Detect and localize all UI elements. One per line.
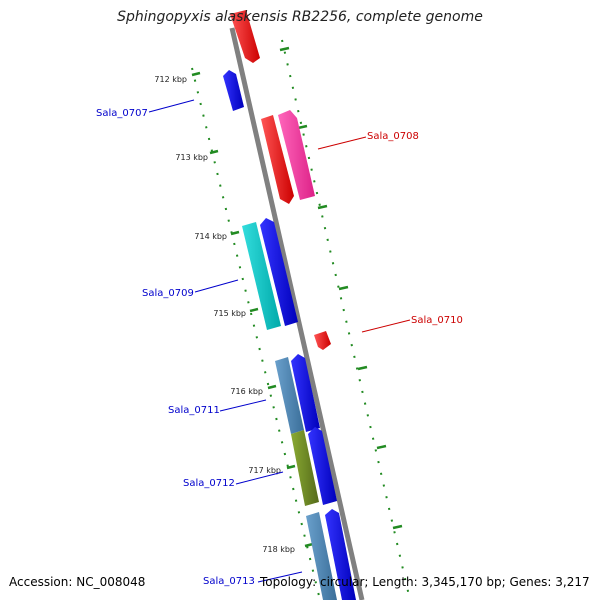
label-sala-0713[interactable]: Sala_0713 bbox=[203, 576, 255, 587]
genome-title: Sphingopyxis alaskensis RB2256, complete… bbox=[117, 9, 483, 25]
connector-sala-0708 bbox=[317, 136, 367, 150]
label-sala-0712[interactable]: Sala_0712 bbox=[183, 478, 235, 489]
connector-sala-0710 bbox=[361, 319, 411, 333]
connector-sala-0709 bbox=[194, 279, 239, 293]
gene-arrow-red-0708[interactable] bbox=[261, 115, 294, 204]
label-sala-0707[interactable]: Sala_0707 bbox=[96, 108, 148, 119]
tick-labels: 712 kbp 713 kbp 714 kbp 715 kbp 716 kbp … bbox=[154, 75, 295, 554]
label-sala-0709[interactable]: Sala_0709 bbox=[142, 288, 194, 299]
gene-arrow-sala-0708[interactable] bbox=[278, 110, 315, 200]
gene-arrow-sala-0707[interactable] bbox=[223, 70, 244, 111]
major-ticks bbox=[191, 71, 314, 548]
gene-arrow-sala-0709[interactable] bbox=[242, 222, 281, 330]
tick-label-714: 714 kbp bbox=[194, 232, 227, 241]
gene-arrow-sala-0713[interactable] bbox=[306, 512, 337, 600]
accession-text: Accession: NC_008048 bbox=[9, 575, 146, 589]
label-sala-0708[interactable]: Sala_0708 bbox=[367, 131, 419, 142]
gene-labels: Sala_0707 Sala_0708 Sala_0709 Sala_0710 … bbox=[96, 108, 463, 587]
gene-arrow-red-top[interactable] bbox=[230, 10, 260, 63]
tick-label-718: 718 kbp bbox=[262, 545, 295, 554]
connector-sala-0712 bbox=[235, 471, 284, 485]
outer-tick-ring bbox=[281, 39, 411, 601]
label-connectors bbox=[148, 99, 411, 583]
gene-arrow-sala-0712[interactable] bbox=[291, 430, 319, 506]
tick-label-717: 717 kbp bbox=[248, 466, 281, 475]
tick-label-713: 713 kbp bbox=[175, 153, 208, 162]
connector-sala-0711 bbox=[219, 399, 267, 412]
tick-label-712: 712 kbp bbox=[154, 75, 187, 84]
tick-label-716: 716 kbp bbox=[230, 387, 263, 396]
gene-arrow-sala-0710[interactable] bbox=[314, 331, 331, 350]
gene-arrow-sala-0711[interactable] bbox=[275, 357, 304, 434]
label-sala-0711[interactable]: Sala_0711 bbox=[168, 405, 220, 416]
gene-features bbox=[223, 10, 356, 600]
outer-major-ticks bbox=[279, 46, 403, 530]
label-sala-0710[interactable]: Sala_0710 bbox=[411, 315, 463, 326]
gene-arrow-blue-0711[interactable] bbox=[291, 354, 320, 432]
connector-sala-0713 bbox=[257, 571, 303, 583]
genome-summary-text: Topology: circular; Length: 3,345,170 bp… bbox=[260, 575, 590, 589]
tick-label-715: 715 kbp bbox=[213, 309, 246, 318]
connector-sala-0707 bbox=[148, 99, 195, 113]
genome-backbone bbox=[229, 27, 365, 601]
gene-arrow-blue-0713[interactable] bbox=[325, 509, 356, 600]
gene-arrow-blue-0709[interactable] bbox=[260, 218, 298, 326]
gene-arrow-blue-0712[interactable] bbox=[308, 427, 337, 505]
